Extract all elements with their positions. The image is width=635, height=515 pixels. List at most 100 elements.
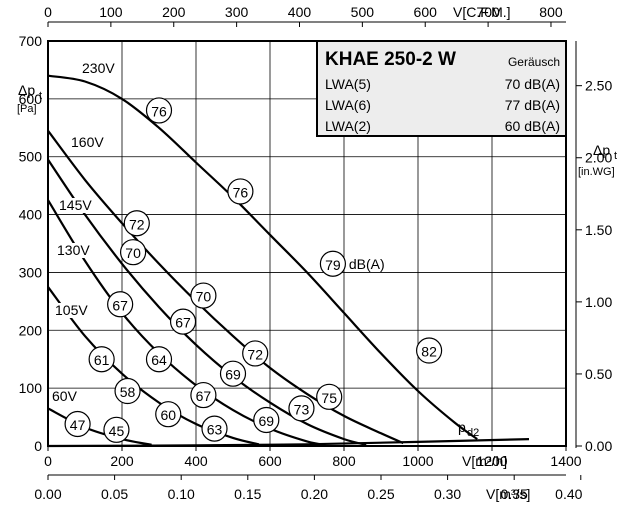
sound-marker-circle [416, 337, 443, 364]
bottom2-axis-label: V[m³/s] [486, 486, 530, 502]
sound-marker-circle [190, 381, 217, 409]
y-tick-label: 0 [34, 438, 42, 454]
legend-row-value: 70 dB(A) [505, 76, 560, 92]
sound-marker-value: 76 [233, 184, 249, 200]
sound-marker-value: 82 [421, 344, 437, 360]
y-tick-label: 600 [19, 91, 43, 107]
sound-marker-circle [288, 395, 315, 422]
top-tick-label: 200 [162, 4, 186, 20]
voltage-label-bg [51, 389, 87, 404]
right-tick-label: 1.50 [585, 222, 612, 238]
top-tick-label: 800 [539, 4, 563, 20]
legend-row-label: LWA(6) [325, 97, 371, 113]
sound-marker-circle [88, 346, 115, 373]
top-tick-label: 100 [99, 4, 123, 20]
sound-marker-value: 69 [259, 413, 275, 429]
voltage-label: 60V [52, 388, 78, 404]
bottom2-tick-label: 0.15 [234, 486, 261, 502]
axes-layer: 0 200 400 600 800 1000 1200 1400 V[m³/h] 0 100 200 3… [17, 4, 617, 502]
x-axis-label: V[m³/h] [462, 453, 507, 469]
plot-frame [47, 40, 567, 447]
legend-box: KHAE 250-2 W Geräusch LWA(5) 70 dB(A) LWA(6)… [316, 40, 567, 137]
sound-marker-circle [253, 406, 280, 434]
sound-marker-circle [107, 291, 134, 318]
sound-marker-value: 69 [225, 367, 241, 383]
y-axis-unit: [Pa] [17, 103, 37, 115]
sound-marker-value: 67 [175, 315, 191, 331]
x-tick-label: 0 [44, 453, 52, 469]
voltage-label: 145V [59, 197, 92, 213]
y-tick-label: 300 [19, 264, 43, 280]
top-tick-label: 700 [476, 4, 500, 20]
right-tick-label: 0.50 [585, 366, 612, 382]
sound-marker-value: 75 [321, 390, 337, 406]
voltage-label: 230V [82, 60, 115, 76]
sound-marker-circle [120, 239, 147, 266]
sound-marker-value: 63 [207, 422, 223, 438]
legend-subtitle: Geräusch [508, 55, 560, 69]
sound-marker-value: 67 [112, 297, 128, 313]
x-tick-label: 1400 [550, 453, 581, 469]
y-tick-label: 200 [19, 322, 43, 338]
sound-marker-value: 76 [151, 103, 167, 119]
sound-marker-value: 73 [294, 401, 310, 417]
voltage-label-bg [58, 198, 94, 213]
sound-marker-circle [319, 250, 346, 277]
sound-marker-value: 47 [70, 417, 86, 433]
bottom2-tick-label: 0.40 [555, 486, 582, 502]
x-tick-label: 400 [184, 453, 208, 469]
curve-160v [47, 130, 404, 445]
label-layer: 230V 160V 145V 130V 105V 60V p d2 dB(A) [51, 60, 479, 439]
y-axis-label-subscript: t [39, 90, 42, 102]
legend-row-value: 77 dB(A) [505, 97, 560, 113]
bottom2-tick-label: 0.10 [168, 486, 195, 502]
sound-marker-value: 70 [196, 289, 212, 305]
right-tick-label: 0.00 [585, 438, 612, 454]
marker-layer: 76 76 79 82 72 70 70 67 67 72 61 64 69 58 67 75 60 73 47 45… [64, 97, 443, 443]
right-axis-label: Δp [593, 142, 610, 158]
sound-marker-circle [103, 416, 130, 443]
sound-marker-circle [242, 340, 269, 367]
voltage-label: 160V [71, 134, 104, 150]
y-axis-label: Δp [18, 82, 35, 98]
y-tick-label: 500 [19, 149, 43, 165]
sound-marker-circle [190, 282, 217, 309]
legend-row-label: LWA(5) [325, 76, 371, 92]
sound-marker-value: 67 [196, 388, 212, 404]
legend-row-value: 60 dB(A) [505, 118, 560, 134]
y-tick-label: 700 [19, 33, 43, 49]
top-axis-label: V[C.F.M.] [453, 4, 511, 20]
top-tick-label: 500 [351, 4, 375, 20]
right-axis-unit: [in.WG] [578, 166, 615, 178]
voltage-label: 105V [55, 302, 88, 318]
y-tick-label: 400 [19, 207, 43, 223]
curve-105v [47, 286, 260, 446]
bottom2-tick-label: 0.30 [434, 486, 461, 502]
sound-marker-circle [114, 377, 141, 405]
sound-marker-value: 45 [109, 423, 125, 439]
voltage-label-bg [70, 135, 106, 150]
sound-marker-value: 79 [325, 257, 341, 273]
top-tick-label: 600 [414, 4, 438, 20]
legend-title: KHAE 250-2 W [325, 49, 456, 70]
sound-marker-circle [64, 410, 91, 438]
sound-marker-value: 60 [160, 407, 176, 423]
bottom2-tick-label: 0.05 [101, 486, 128, 502]
sound-marker-circle [155, 401, 182, 428]
pd-label: p [458, 419, 466, 435]
right-tick-label: 2.00 [585, 150, 612, 166]
voltage-label-bg [81, 61, 117, 76]
voltage-label-bg [56, 243, 92, 258]
x-tick-label: 1000 [402, 453, 433, 469]
top-tick-label: 300 [225, 4, 249, 20]
bottom2-tick-label: 0.00 [34, 486, 61, 502]
curve-145v [47, 158, 367, 446]
sound-marker-circle [201, 415, 228, 442]
bottom2-tick-label: 0.25 [367, 486, 394, 502]
x-tick-label: 1200 [476, 453, 507, 469]
sound-marker-circle [169, 308, 197, 335]
right-tick-label: 2.50 [585, 78, 612, 94]
voltage-label: 130V [57, 242, 90, 258]
sound-marker-value: 70 [125, 245, 141, 261]
